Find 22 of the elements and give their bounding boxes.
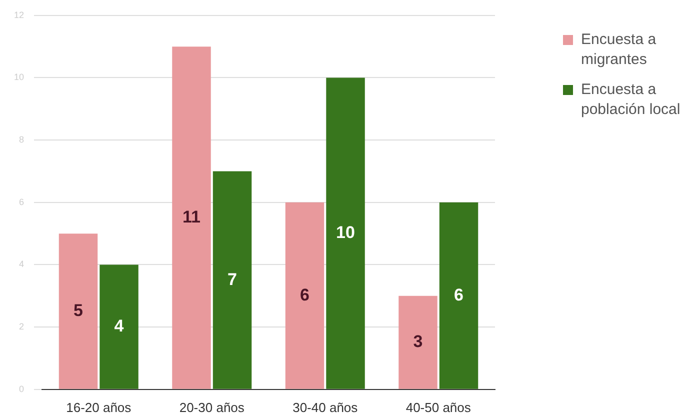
bar bbox=[172, 46, 211, 389]
bar bbox=[285, 202, 324, 389]
x-tick-label: 30-40 años bbox=[292, 400, 358, 415]
x-tick-label: 20-30 años bbox=[179, 400, 245, 415]
legend-label: Encuesta a migrantes bbox=[581, 30, 658, 70]
data-label: 7 bbox=[228, 270, 237, 289]
data-label: 6 bbox=[454, 285, 464, 304]
x-tick-label: 16-20 años bbox=[66, 400, 132, 415]
bar bbox=[58, 234, 98, 389]
bar bbox=[212, 171, 252, 389]
bar bbox=[326, 78, 365, 389]
data-label: 5 bbox=[74, 300, 83, 320]
bar bbox=[398, 296, 438, 389]
x-tick-label: 40-50 años bbox=[406, 400, 472, 415]
data-label: 10 bbox=[336, 223, 355, 242]
bar bbox=[100, 264, 138, 389]
data-label: 4 bbox=[114, 316, 124, 336]
legend-label: Encuesta a población local bbox=[581, 80, 682, 120]
bar bbox=[439, 202, 478, 389]
data-label: 3 bbox=[413, 332, 423, 352]
data-label: 6 bbox=[300, 285, 310, 304]
data-label: 11 bbox=[182, 207, 200, 226]
